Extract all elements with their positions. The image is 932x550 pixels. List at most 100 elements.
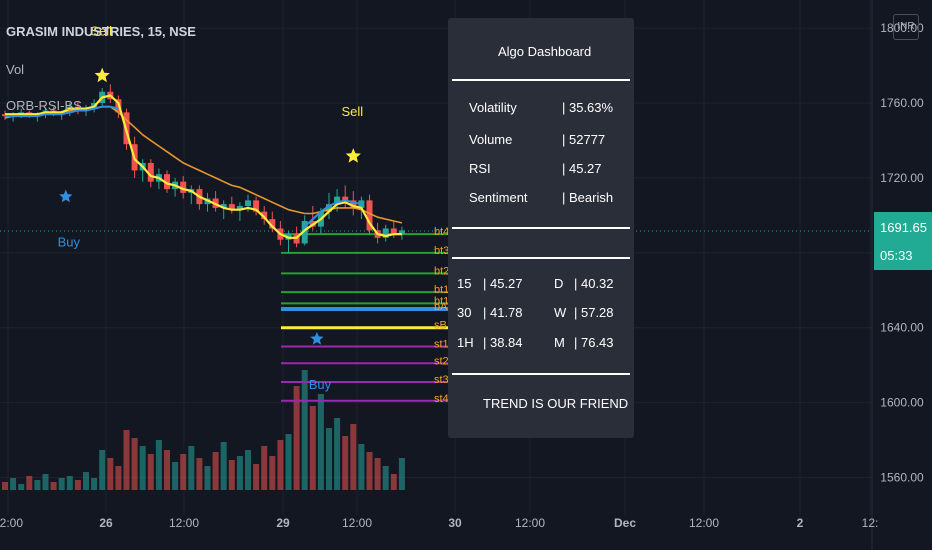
rsi-value-w: | 57.28 — [574, 305, 614, 320]
price-tick-label: 1760.00 — [880, 96, 924, 110]
rsi-value-m: | 76.43 — [574, 335, 614, 350]
candle-body — [180, 181, 187, 193]
buy-star-icon — [310, 332, 324, 345]
volume-bars — [2, 370, 405, 490]
candle-body — [301, 220, 308, 244]
volume-bar — [293, 386, 300, 490]
volume-bar — [131, 438, 138, 490]
buy-label: Buy — [309, 377, 332, 392]
symbol-title[interactable]: GRASIM INDUSTRIES, 15, NSE — [6, 24, 196, 39]
price-axis: 1800.001760.001720.001680.001640.001600.… — [871, 0, 932, 550]
volume-bar — [147, 454, 154, 490]
buy-sell-markers: Sell Buy Sell Buy — [58, 24, 364, 392]
candle-body — [342, 196, 349, 201]
candle-body — [326, 204, 332, 212]
orb-mid-line — [5, 105, 362, 228]
dashboard-divider — [452, 373, 630, 375]
volume-bar — [212, 452, 219, 490]
candle-body — [253, 200, 260, 212]
rsi-tf-d: D — [554, 276, 564, 291]
last-price: 1691.65 — [880, 220, 927, 235]
volume-indicator-label[interactable]: Vol — [6, 62, 25, 77]
time-tick-label: 12:00 — [342, 516, 372, 530]
volume-bar — [180, 454, 187, 490]
sell-star-icon — [94, 67, 110, 83]
price-tick-label: 1640.00 — [880, 321, 924, 335]
volume-bar — [253, 464, 260, 490]
volume-bar — [115, 466, 122, 490]
volume-bar — [261, 446, 268, 490]
dashboard-footer: TREND IS OUR FRIEND — [483, 396, 629, 411]
indicator-lines — [4, 94, 403, 239]
volume-bar — [374, 458, 381, 490]
volume-bar — [139, 446, 146, 490]
time-tick-label: 30 — [448, 516, 462, 530]
volume-bar — [326, 428, 332, 490]
stat-rsi-value: | 45.27 — [562, 161, 602, 176]
sell-star-icon — [345, 148, 361, 163]
rsi-tf-15: 15 — [457, 276, 472, 291]
time-tick-label: Dec — [614, 516, 636, 530]
rsi-tf-30: 30 — [457, 305, 472, 320]
rsi-value-15: | 45.27 — [483, 276, 523, 291]
last-price-tag: 1691.65 05:33 — [874, 212, 932, 270]
rsi-value-30: | 41.78 — [483, 305, 523, 320]
buy-label: Buy — [58, 235, 81, 250]
sell-label: Sell — [90, 24, 112, 39]
volume-bar — [317, 394, 324, 490]
volume-bar — [204, 466, 211, 490]
time-axis: 12:00 26 12:00 29 12:00 30 12:00 Dec 12:00 2 12: — [0, 516, 878, 530]
volume-bar — [91, 478, 98, 490]
candle-body — [334, 196, 341, 205]
volume-bar — [196, 458, 203, 490]
stat-volatility-label: Volatility — [469, 100, 517, 115]
candle-body — [261, 211, 268, 220]
volume-bar — [26, 476, 33, 490]
volume-bar — [236, 456, 243, 490]
volume-bar — [277, 440, 284, 490]
time-tick-label: 12:00 — [0, 516, 23, 530]
price-tick-label: 1800.00 — [880, 21, 924, 35]
candle-body — [390, 228, 397, 235]
volume-bar — [66, 476, 73, 490]
time-tick-label: 12: — [862, 516, 879, 530]
candle-body — [350, 200, 357, 208]
time-tick-label: 29 — [276, 516, 290, 530]
dashboard-title: Algo Dashboard — [498, 44, 592, 59]
volume-bar — [172, 462, 179, 490]
volume-bar — [155, 440, 162, 490]
rsi-tf-1h: 1H — [457, 335, 474, 350]
volume-bar — [83, 472, 89, 490]
volume-bar — [50, 482, 57, 490]
time-tick-label: 12:00 — [689, 516, 719, 530]
stat-sentiment-value: | Bearish — [562, 190, 614, 205]
price-tick-label: 1720.00 — [880, 171, 924, 185]
volume-bar — [301, 370, 308, 490]
volume-bar — [107, 458, 114, 490]
volume-bar — [309, 406, 316, 490]
time-tick-label: 26 — [99, 516, 113, 530]
candle-body — [164, 174, 170, 190]
stat-volume-value: | 52777 — [562, 132, 606, 147]
volume-bar — [123, 430, 130, 490]
stat-volume-label: Volume — [469, 132, 513, 147]
volume-bar — [18, 484, 25, 490]
dashboard-divider — [452, 79, 630, 81]
volume-bar — [350, 424, 357, 490]
stat-sentiment-label: Sentiment — [469, 190, 528, 205]
rsi-value-d: | 40.32 — [574, 276, 614, 291]
price-axis-background — [872, 0, 932, 550]
volume-bar — [269, 456, 276, 490]
volume-bar — [390, 474, 397, 490]
currency-badge[interactable]: INR — [893, 14, 919, 40]
candle-body — [358, 200, 365, 208]
candle-body — [269, 219, 276, 229]
volume-bar — [164, 450, 170, 490]
orb-indicator-label[interactable]: ORB-RSI-BS — [6, 98, 82, 113]
stat-volatility-value: | 35.63% — [562, 100, 614, 115]
rsi-tf-m: M — [554, 335, 565, 350]
time-tick-label: 12:00 — [515, 516, 545, 530]
volume-bar — [228, 460, 235, 490]
candle-body — [382, 228, 389, 238]
volume-bar — [398, 458, 405, 490]
